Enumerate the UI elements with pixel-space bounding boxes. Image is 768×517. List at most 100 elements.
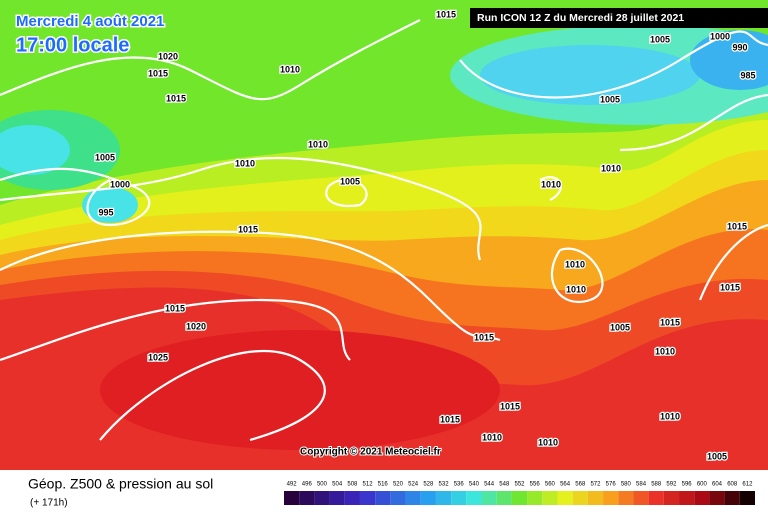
scale-label: 576 xyxy=(606,482,617,488)
forecast-date: Mercredi 4 août 2021 xyxy=(16,13,164,30)
isobar-label: 1005 xyxy=(650,34,670,44)
isobar-label: 1025 xyxy=(148,352,168,362)
isobar-label: 1015 xyxy=(238,224,258,234)
isobar-label: 1015 xyxy=(727,221,747,231)
isobar-label: 1010 xyxy=(235,158,255,168)
isobar-label: 1010 xyxy=(538,437,558,447)
scale-label: 584 xyxy=(636,482,647,488)
isobar-label: 1020 xyxy=(158,51,178,61)
isobar-label: 1010 xyxy=(482,432,502,442)
scale-swatch xyxy=(435,491,452,505)
scale-swatch xyxy=(405,491,421,505)
scale-swatch xyxy=(679,491,695,505)
scale-label: 516 xyxy=(378,482,389,488)
scale-swatch xyxy=(572,491,588,505)
scale-label: 504 xyxy=(332,482,343,488)
isobar-label: 1015 xyxy=(660,317,680,327)
run-box xyxy=(470,8,768,28)
isobar-lines xyxy=(0,19,768,442)
scale-swatch xyxy=(420,491,436,505)
scale-label: 540 xyxy=(469,482,480,488)
scale-swatch xyxy=(314,491,330,505)
scale-swatch xyxy=(390,491,406,505)
scale-label: 548 xyxy=(499,482,510,488)
scale-swatch xyxy=(709,491,725,505)
scale-swatch xyxy=(466,491,482,505)
scale-label: 564 xyxy=(560,482,571,488)
isobar-label: 1015 xyxy=(165,303,185,313)
scale-label: 596 xyxy=(682,482,693,488)
scale-label: 588 xyxy=(651,482,662,488)
isobar-label: 1015 xyxy=(436,9,456,19)
scale-label: 604 xyxy=(712,482,723,488)
isobar-label: 1005 xyxy=(95,152,115,162)
scale-swatch xyxy=(694,491,710,505)
footer-title: Géop. Z500 & pression au sol xyxy=(28,476,213,492)
isobar-label: 1010 xyxy=(660,411,680,421)
isobar-label: 995 xyxy=(98,207,113,217)
scale-swatch xyxy=(603,491,619,505)
isobar-label: 1010 xyxy=(565,259,585,269)
isobar-label: 1015 xyxy=(500,401,520,411)
scale-swatch xyxy=(739,491,755,505)
scale-swatch xyxy=(527,491,543,505)
scale-label: 520 xyxy=(393,482,404,488)
isobar-label: 1015 xyxy=(148,68,168,78)
isobar-label: 1010 xyxy=(566,284,586,294)
isobar-label: 1015 xyxy=(440,414,460,424)
scale-label: 592 xyxy=(666,482,677,488)
isobar-label: 1010 xyxy=(541,179,561,189)
scale-swatch xyxy=(344,491,360,505)
isobar-label: 1005 xyxy=(610,322,630,332)
scale-swatch xyxy=(481,491,497,505)
isobar-label: 1010 xyxy=(601,163,621,173)
z500-bands xyxy=(0,0,768,450)
scale-swatch xyxy=(284,491,300,505)
scale-label: 600 xyxy=(697,482,708,488)
isobar-label: 1000 xyxy=(710,31,730,41)
scale-label: 556 xyxy=(530,482,541,488)
scale-swatch xyxy=(724,491,740,505)
scale-swatch xyxy=(375,491,391,505)
isobar-label: 1005 xyxy=(707,451,727,461)
footer-lead: (+ 171h) xyxy=(30,498,68,509)
scale-label: 580 xyxy=(621,482,632,488)
scale-label: 532 xyxy=(439,482,450,488)
scale-swatch xyxy=(663,491,680,505)
scale-label: 536 xyxy=(454,482,465,488)
scale-label: 492 xyxy=(287,482,298,488)
scale-swatch xyxy=(618,491,634,505)
isobar-label: 1010 xyxy=(280,64,300,74)
scale-label: 512 xyxy=(363,482,374,488)
scale-swatch xyxy=(359,491,376,505)
scale-label: 500 xyxy=(317,482,328,488)
scale-label: 568 xyxy=(575,482,586,488)
scale-label: 508 xyxy=(347,482,358,488)
scale-swatch xyxy=(557,491,573,505)
scale-swatch xyxy=(542,491,558,505)
scale-swatch xyxy=(496,491,512,505)
scale-swatch xyxy=(633,491,649,505)
scale-label: 612 xyxy=(742,482,753,488)
scale-swatch xyxy=(511,491,528,505)
isobar-label: 1010 xyxy=(308,139,328,149)
isobar-label: 1010 xyxy=(655,346,675,356)
scale-label: 528 xyxy=(423,482,434,488)
isobar-label: 1005 xyxy=(340,176,360,186)
forecast-time: 17:00 locale xyxy=(16,34,129,56)
color-scale: 492 496 500 504 508 512 516 520 524 528 532 536 540 5… xyxy=(284,482,755,505)
scale-label: 544 xyxy=(484,482,495,488)
isobar-label: 1015 xyxy=(720,282,740,292)
scale-label: 496 xyxy=(302,482,313,488)
scale-swatch xyxy=(648,491,664,505)
isobar-label: 1020 xyxy=(186,321,206,331)
isobar-label: 1015 xyxy=(474,332,494,342)
scale-swatch xyxy=(329,491,345,505)
run-info: Run ICON 12 Z du Mercredi 28 juillet 202… xyxy=(477,12,684,24)
isobar-label: 1015 xyxy=(166,93,186,103)
scale-swatch xyxy=(299,491,315,505)
scale-label: 560 xyxy=(545,482,556,488)
scale-label: 572 xyxy=(590,482,601,488)
